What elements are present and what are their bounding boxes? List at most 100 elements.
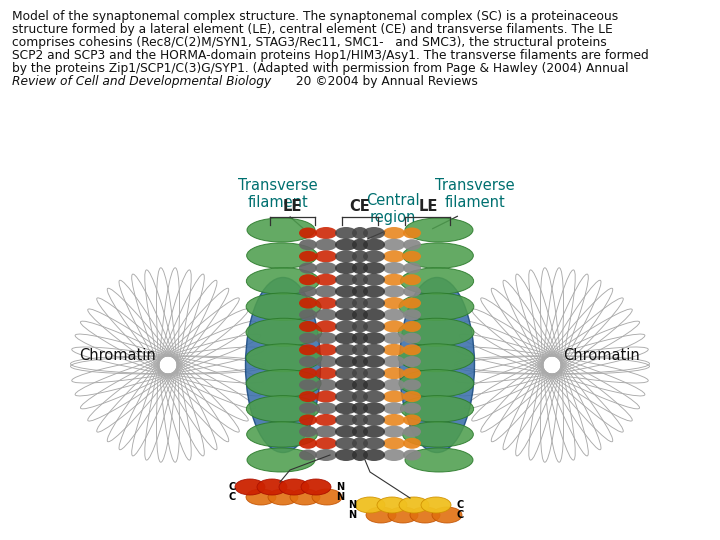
Text: LE: LE [282, 199, 302, 214]
Ellipse shape [299, 298, 317, 308]
Ellipse shape [299, 333, 317, 343]
Ellipse shape [352, 355, 368, 368]
Ellipse shape [335, 379, 357, 391]
Ellipse shape [403, 239, 421, 250]
Ellipse shape [363, 426, 385, 437]
Ellipse shape [247, 218, 315, 242]
Ellipse shape [246, 318, 322, 346]
Ellipse shape [299, 438, 317, 449]
Ellipse shape [352, 309, 368, 321]
Ellipse shape [383, 379, 405, 391]
Ellipse shape [402, 243, 473, 268]
Ellipse shape [403, 391, 421, 402]
Ellipse shape [335, 402, 357, 414]
Ellipse shape [279, 479, 309, 495]
Ellipse shape [335, 332, 357, 344]
Ellipse shape [335, 426, 357, 437]
Ellipse shape [335, 251, 357, 262]
Text: N: N [348, 510, 356, 520]
Ellipse shape [315, 227, 337, 239]
Ellipse shape [383, 251, 405, 262]
Ellipse shape [352, 274, 368, 286]
Ellipse shape [400, 268, 474, 294]
Ellipse shape [352, 367, 368, 379]
Ellipse shape [403, 368, 421, 379]
Ellipse shape [400, 278, 474, 453]
Ellipse shape [247, 422, 318, 447]
Ellipse shape [335, 262, 357, 274]
Ellipse shape [363, 309, 385, 321]
Text: Chromatin: Chromatin [564, 348, 640, 362]
Ellipse shape [399, 293, 474, 320]
Ellipse shape [403, 298, 421, 308]
Ellipse shape [335, 390, 357, 403]
Text: comprises cohesins (Rec8/C(2)M/SYN1, STAG3/Rec11, SMC1-   and SMC3), the structu: comprises cohesins (Rec8/C(2)M/SYN1, STA… [12, 36, 607, 49]
Ellipse shape [403, 356, 421, 367]
Ellipse shape [363, 274, 385, 286]
Ellipse shape [403, 286, 421, 297]
Ellipse shape [383, 390, 405, 403]
Ellipse shape [363, 367, 385, 379]
Ellipse shape [299, 380, 317, 390]
Ellipse shape [403, 262, 421, 274]
Ellipse shape [315, 332, 337, 344]
Ellipse shape [383, 426, 405, 437]
Ellipse shape [399, 497, 429, 513]
Ellipse shape [403, 333, 421, 343]
Ellipse shape [335, 239, 357, 251]
Ellipse shape [315, 449, 337, 461]
Ellipse shape [363, 402, 385, 414]
Ellipse shape [400, 396, 474, 422]
Ellipse shape [403, 438, 421, 449]
Ellipse shape [335, 344, 357, 356]
Text: N: N [348, 500, 356, 510]
Ellipse shape [352, 402, 368, 414]
Ellipse shape [315, 426, 337, 437]
Ellipse shape [402, 422, 473, 447]
Ellipse shape [398, 344, 474, 372]
Text: Transverse
filament: Transverse filament [435, 178, 515, 210]
Ellipse shape [335, 367, 357, 379]
Ellipse shape [246, 278, 320, 453]
Ellipse shape [352, 332, 368, 344]
Ellipse shape [312, 489, 342, 505]
Ellipse shape [363, 414, 385, 426]
Ellipse shape [403, 274, 421, 285]
Ellipse shape [299, 403, 317, 414]
Ellipse shape [299, 227, 317, 239]
Ellipse shape [403, 449, 421, 461]
Ellipse shape [383, 309, 405, 321]
Ellipse shape [246, 489, 276, 505]
Ellipse shape [299, 321, 317, 332]
Text: 20 ©2004 by Annual Reviews: 20 ©2004 by Annual Reviews [292, 75, 478, 88]
Ellipse shape [315, 414, 337, 426]
Ellipse shape [403, 403, 421, 414]
Ellipse shape [299, 426, 317, 437]
Text: C: C [456, 500, 464, 510]
Text: structure formed by a lateral element (LE), central element (CE) and transverse : structure formed by a lateral element (L… [12, 23, 613, 36]
Ellipse shape [352, 297, 368, 309]
Ellipse shape [335, 274, 357, 286]
Ellipse shape [363, 262, 385, 274]
Text: N: N [336, 482, 344, 492]
Ellipse shape [352, 286, 368, 298]
Ellipse shape [383, 297, 405, 309]
Ellipse shape [315, 379, 337, 391]
Text: Central
region: Central region [366, 193, 420, 225]
Ellipse shape [246, 268, 320, 294]
Ellipse shape [299, 414, 317, 426]
Ellipse shape [363, 332, 385, 344]
Ellipse shape [383, 332, 405, 344]
Ellipse shape [315, 274, 337, 286]
Ellipse shape [299, 449, 317, 461]
Ellipse shape [299, 286, 317, 297]
Ellipse shape [335, 309, 357, 321]
Ellipse shape [247, 448, 315, 472]
Ellipse shape [315, 390, 337, 403]
Ellipse shape [352, 320, 368, 333]
Ellipse shape [405, 218, 473, 242]
Ellipse shape [299, 345, 317, 355]
Ellipse shape [403, 321, 421, 332]
Ellipse shape [335, 297, 357, 309]
Ellipse shape [315, 297, 337, 309]
